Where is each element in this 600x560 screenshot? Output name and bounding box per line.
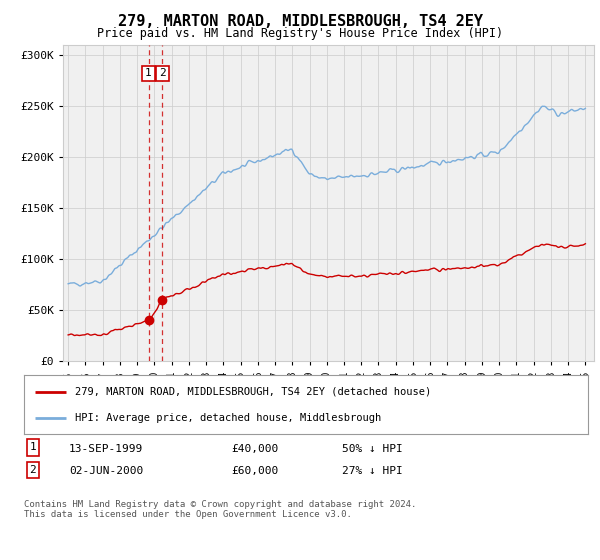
- Text: 1: 1: [29, 442, 37, 452]
- Text: 13-SEP-1999: 13-SEP-1999: [69, 444, 143, 454]
- Text: 1: 1: [145, 68, 152, 78]
- Text: Contains HM Land Registry data © Crown copyright and database right 2024.
This d: Contains HM Land Registry data © Crown c…: [24, 500, 416, 519]
- Text: £60,000: £60,000: [231, 466, 278, 476]
- Text: Price paid vs. HM Land Registry's House Price Index (HPI): Price paid vs. HM Land Registry's House …: [97, 27, 503, 40]
- Text: 2: 2: [159, 68, 166, 78]
- Text: HPI: Average price, detached house, Middlesbrough: HPI: Average price, detached house, Midd…: [75, 413, 381, 423]
- Text: 279, MARTON ROAD, MIDDLESBROUGH, TS4 2EY: 279, MARTON ROAD, MIDDLESBROUGH, TS4 2EY: [118, 14, 482, 29]
- Text: 2: 2: [29, 465, 37, 475]
- Text: 02-JUN-2000: 02-JUN-2000: [69, 466, 143, 476]
- Text: 27% ↓ HPI: 27% ↓ HPI: [342, 466, 403, 476]
- Text: £40,000: £40,000: [231, 444, 278, 454]
- Text: 50% ↓ HPI: 50% ↓ HPI: [342, 444, 403, 454]
- Text: 279, MARTON ROAD, MIDDLESBROUGH, TS4 2EY (detached house): 279, MARTON ROAD, MIDDLESBROUGH, TS4 2EY…: [75, 386, 431, 396]
